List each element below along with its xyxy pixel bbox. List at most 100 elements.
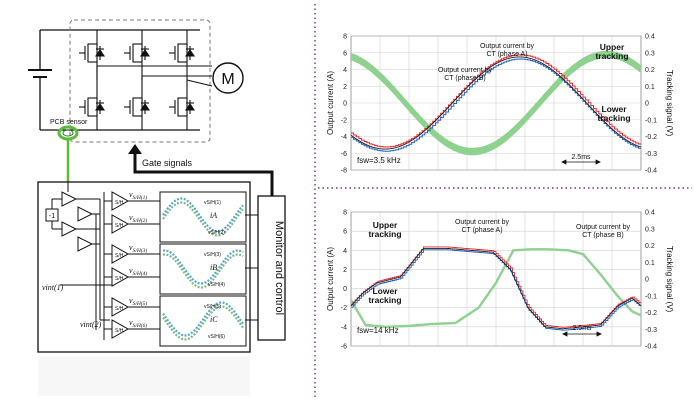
y-right-tick-label: 0.2 <box>645 243 655 250</box>
y-tick-label: -6 <box>341 151 347 158</box>
inset-waveform-panels: vS/H(1)vS/H(2)iAvS/H(3)vS/H(4)iBvS/H(5)v… <box>159 191 247 347</box>
monitor-bus <box>245 214 258 321</box>
inset-label-top: vS/H(3) <box>204 252 221 258</box>
series-upper-tracking <box>351 54 641 148</box>
sh-block-label: S/H <box>115 200 124 206</box>
series-phase-a <box>350 56 642 150</box>
y-tick-label: 2 <box>343 267 347 274</box>
sample-hold-stack: S/H vS/H(1) S/H vS/H(2) S/H vS/H(3) S/H vS/H(4)… <box>103 190 160 340</box>
sample-hold-6: S/H vS/H(6) <box>104 318 160 339</box>
y-right-tick-label: 0.3 <box>645 226 655 233</box>
time-scale-bar <box>562 331 602 337</box>
pcb-sensor-icon <box>57 125 79 182</box>
inset-label-bottom: vS/H(2) <box>208 230 225 236</box>
pcb-sensor-label: PCB sensor <box>50 119 88 126</box>
sh-block-label: S/H <box>115 276 124 282</box>
y-axis-label: Output current (A) <box>326 247 335 311</box>
y-tick-label: -4 <box>341 324 347 331</box>
gate-arrow-head <box>128 144 142 154</box>
time-scale-label: 2.5ms <box>572 325 592 332</box>
sample-hold-4: S/H vS/H(4) <box>104 266 160 287</box>
control-board <box>37 181 251 353</box>
dc-source <box>28 29 200 131</box>
y-right-tick-label: 0 <box>645 101 649 108</box>
sample-hold-2: S/H vS/H(2) <box>104 213 160 234</box>
inset-label-top: vS/H(5) <box>204 304 221 310</box>
vint1-label: vint(1) <box>42 283 64 292</box>
series-upper-tracking <box>351 246 641 328</box>
y-tick-label: 4 <box>343 67 347 74</box>
y-tick-label: -8 <box>341 168 347 175</box>
inverter-legs <box>79 30 196 130</box>
y-right-tick-label: -0.3 <box>645 327 657 334</box>
inset-lower-wave <box>162 305 244 341</box>
time-scale-label: 2.5ms <box>571 154 591 161</box>
annotation-upper: Upper tracking <box>595 42 628 61</box>
y-axis-label: Output current (A) <box>326 71 335 135</box>
y-tick-label: -2 <box>341 305 347 312</box>
annotation-phase-a: Output current by CT (phase A) <box>480 43 535 58</box>
y-right-tick-label: -0.1 <box>645 293 657 300</box>
sh-block-label: S/H <box>115 306 124 312</box>
y-tick-label: -6 <box>341 344 347 351</box>
series-phase-b <box>350 50 642 156</box>
grid <box>351 35 641 171</box>
annotation-upper: Upper tracking <box>368 220 401 239</box>
sh-output-label: vS/H(3) <box>129 243 147 254</box>
comparator-3 <box>77 206 94 222</box>
y-tick-label: 6 <box>343 50 347 57</box>
igbt-switch-icon <box>79 97 106 117</box>
fsw-label: fsw=3.5 kHz <box>357 156 401 165</box>
sh-output-label: vS/H(4) <box>129 266 147 277</box>
inset-upper-wave <box>162 301 244 337</box>
y-right-tick-label: 0.1 <box>645 260 655 267</box>
annotation-phase-b: Output current by CT (phase B) <box>438 67 493 82</box>
inverter-gain-label: -1 <box>49 213 55 220</box>
y-right-tick-label: 0.2 <box>645 67 655 74</box>
chart-top: 8 6 4 2 0 -2 -4 -6 -8 0.4 0.3 0.2 0.1 0 -0.1 -0.2 -0.3 -0… <box>326 34 674 175</box>
sh-output-label: vS/H(1) <box>129 190 147 201</box>
y-tick-label: 0 <box>343 286 347 293</box>
sh-block-label: S/H <box>115 223 124 229</box>
inset-label-bottom: vS/H(6) <box>208 334 225 340</box>
y-tick-label: 0 <box>343 101 347 108</box>
frontend-amplifiers <box>51 182 112 330</box>
igbt-switch-icon <box>124 97 151 117</box>
y-tick-label: -4 <box>341 134 347 141</box>
inset-lower-wave <box>162 201 244 237</box>
igbt-switch-icon <box>124 43 151 63</box>
y-tick-label: -2 <box>341 117 347 124</box>
y-right-tick-label: 0.1 <box>645 84 655 91</box>
inverter-leg-3 <box>169 30 196 130</box>
chart-bottom: 8 6 4 2 0 -2 -4 -6 0.4 0.3 0.2 0.1 0 -0.1 -0.2 -0.3 -0.4… <box>326 210 674 351</box>
inverter-leg-2 <box>124 30 151 130</box>
y-right-tick-label: 0.3 <box>645 50 655 57</box>
sh-output-label: vS/H(2) <box>129 213 147 224</box>
inset-upper-wave <box>162 197 244 233</box>
y-tick-label: 4 <box>343 248 347 255</box>
motor-wires <box>96 65 213 87</box>
y-tick-label: 8 <box>343 34 347 41</box>
motor-label: M <box>221 71 234 88</box>
motor: M <box>212 62 244 94</box>
y-right-tick-label: -0.3 <box>645 151 657 158</box>
frontend-wires <box>51 182 112 330</box>
comparator-2 <box>61 221 78 237</box>
y-tick-label: 8 <box>343 210 347 217</box>
y-right-tick-label: 0.4 <box>645 210 655 217</box>
comparator-1 <box>61 191 78 207</box>
y-tick-label: 2 <box>343 84 347 91</box>
y-right-tick-label: 0.4 <box>645 34 655 41</box>
igbt-switch-icon <box>79 43 106 63</box>
y-right-axis-label: Tracking signal (V) <box>665 70 674 137</box>
y-right-axis-label: Tracking signal (V) <box>665 246 674 313</box>
series-lower-tracking <box>351 58 641 152</box>
y-right-tick-label: -0.4 <box>645 344 657 351</box>
sh-block-label: S/H <box>115 253 124 259</box>
inset-current-label: iC <box>210 315 218 324</box>
gate-signals-arrow <box>133 152 274 196</box>
gate-signals-label: Gate signals <box>142 158 193 168</box>
inset-lower-wave <box>162 253 244 289</box>
series-phase-b <box>349 248 642 329</box>
inset-current-label: iB <box>210 263 217 272</box>
